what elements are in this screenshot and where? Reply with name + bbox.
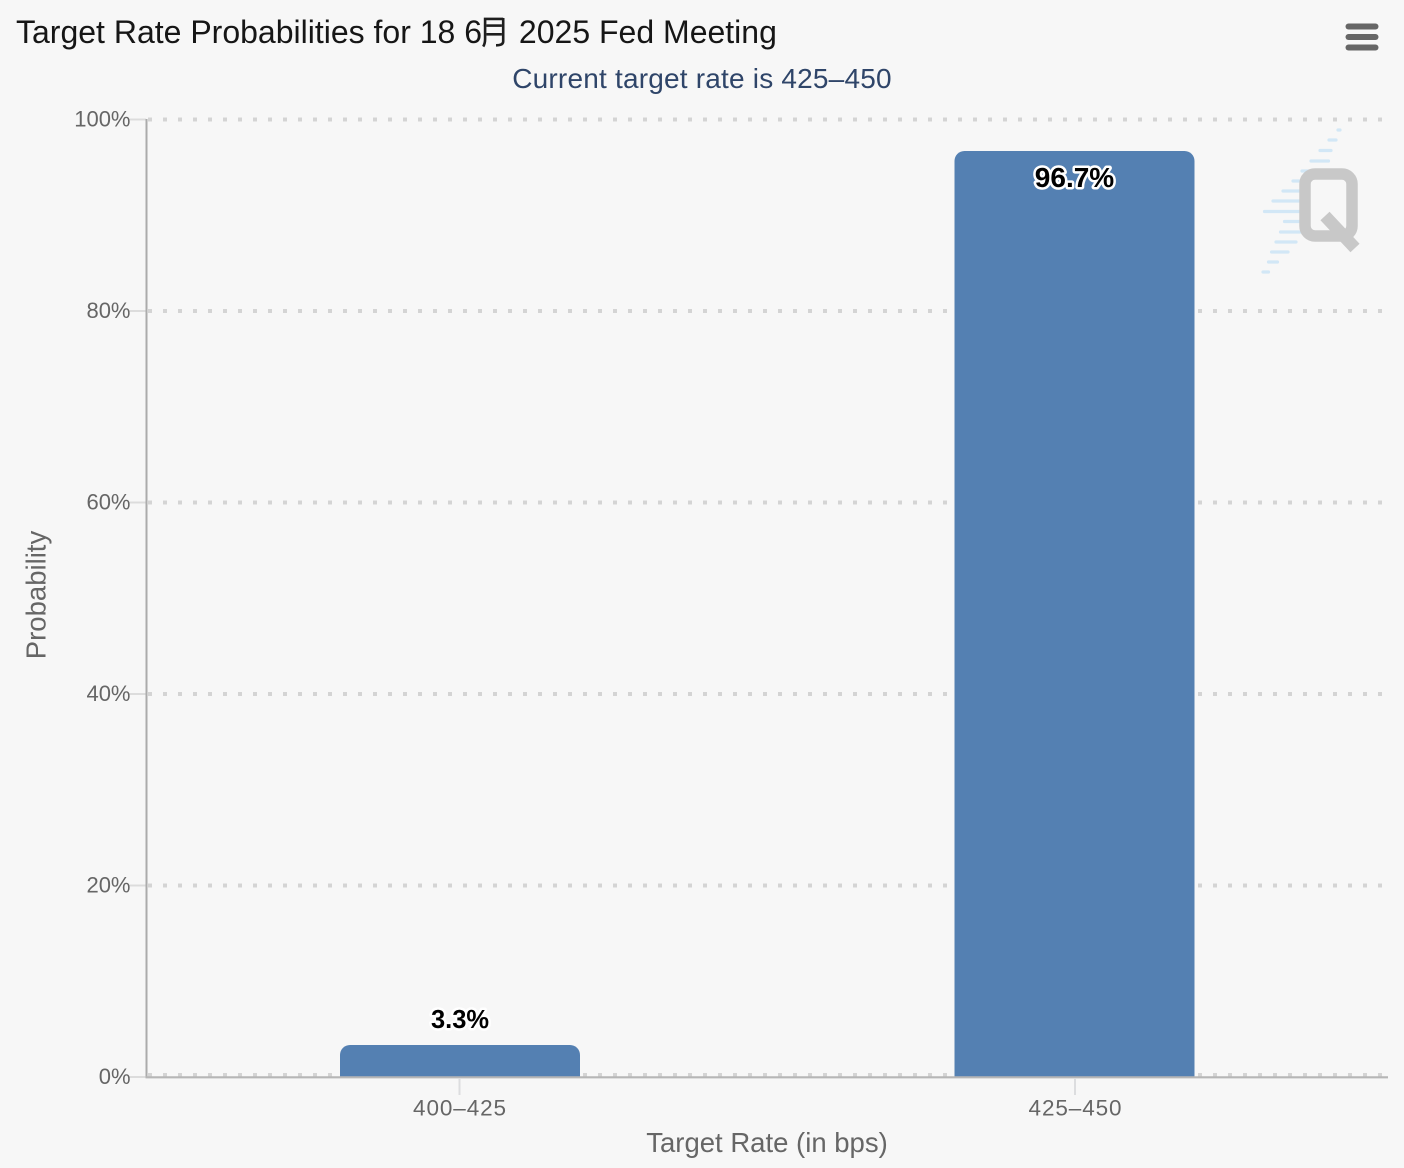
svg-text:80%: 80% [86, 298, 130, 323]
svg-text:60%: 60% [86, 490, 130, 515]
svg-text:400–425: 400–425 [413, 1096, 507, 1121]
svg-text:425–450: 425–450 [1029, 1096, 1123, 1121]
svg-text:Target Rate (in bps): Target Rate (in bps) [646, 1127, 888, 1158]
svg-text:40%: 40% [86, 681, 130, 706]
svg-text:Probability: Probability [21, 531, 52, 660]
svg-text:96.7%: 96.7% [1035, 162, 1114, 193]
svg-text:100%: 100% [74, 107, 130, 132]
svg-text:0%: 0% [99, 1064, 131, 1089]
svg-text:20%: 20% [86, 873, 130, 898]
svg-text:3.3%: 3.3% [431, 1006, 489, 1034]
